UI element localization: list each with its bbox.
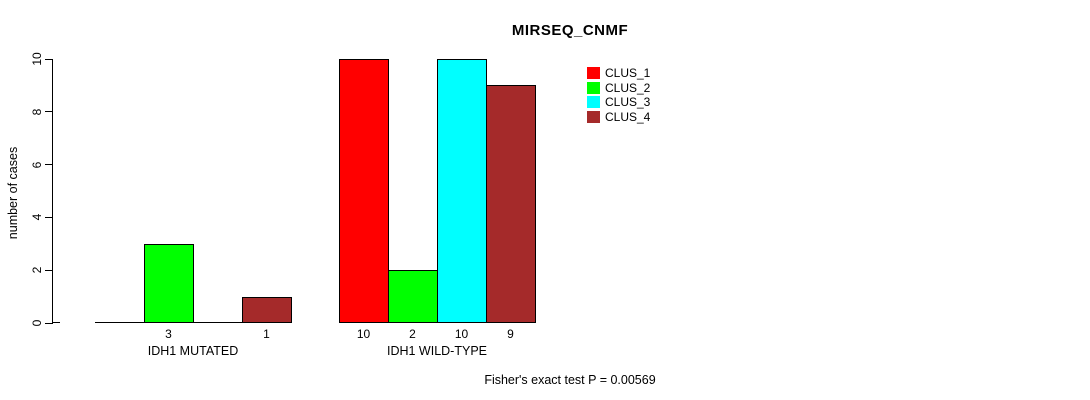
bar-value-label: 2 <box>409 327 416 341</box>
legend-swatch-clus_1 <box>587 67 600 79</box>
legend-label: CLUS_2 <box>605 80 651 95</box>
legend: CLUS_1 CLUS_2 CLUS_3 CLUS_4 <box>587 66 650 124</box>
x-axis-group-label-mutated: IDH1 MUTATED <box>147 344 239 358</box>
legend-label: CLUS_3 <box>605 95 651 109</box>
bar-clus_4-mutated <box>242 296 292 323</box>
legend-swatch-clus_3 <box>587 96 600 108</box>
legend-label: CLUS_1 <box>605 66 651 80</box>
y-tick-mark <box>45 111 52 113</box>
bar-clus_2-mutated <box>144 243 194 323</box>
legend-item-clus_1: CLUS_1 <box>587 66 650 80</box>
bar-value-label: 9 <box>507 327 514 341</box>
x-axis-group-label-wildtype: IDH1 WILD-TYPE <box>386 344 487 358</box>
y-tick-mark <box>45 164 52 166</box>
bar-clus_2-wildtype <box>388 270 438 323</box>
legend-label: CLUS_4 <box>605 109 651 124</box>
bar-value-label: 1 <box>263 327 270 341</box>
legend-swatch-clus_2 <box>587 81 600 94</box>
y-tick-mark <box>45 58 52 60</box>
legend-item-clus_4: CLUS_4 <box>587 110 650 124</box>
legend-item-clus_3: CLUS_3 <box>587 95 650 109</box>
x-axis-origin-stub <box>52 322 60 323</box>
legend-item-clus_2: CLUS_2 <box>587 81 650 95</box>
y-tick-label: 6 <box>30 161 44 168</box>
legend-swatch-clus_4 <box>587 110 600 123</box>
y-tick-label: 2 <box>30 266 44 274</box>
bar-clus_4-wildtype <box>486 85 536 323</box>
y-tick-label: 8 <box>30 108 44 116</box>
bar-clus_3-wildtype <box>437 59 487 323</box>
y-tick-label: 0 <box>30 319 44 327</box>
y-tick-label: 10 <box>30 52 44 66</box>
bar-value-label: 10 <box>454 327 469 341</box>
fisher-test-annotation: Fisher's exact test P = 0.00569 <box>484 373 656 387</box>
y-tick-mark <box>45 322 52 324</box>
chart-title: MIRSEQ_CNMF <box>511 22 629 39</box>
y-tick-mark <box>45 216 52 218</box>
y-tick-mark <box>45 269 52 271</box>
bar-value-label: 10 <box>356 327 371 341</box>
y-axis-line <box>52 59 53 324</box>
bar-clus_1-wildtype <box>339 59 389 323</box>
y-tick-label: 4 <box>30 214 44 221</box>
bar-value-label: 3 <box>165 327 172 341</box>
